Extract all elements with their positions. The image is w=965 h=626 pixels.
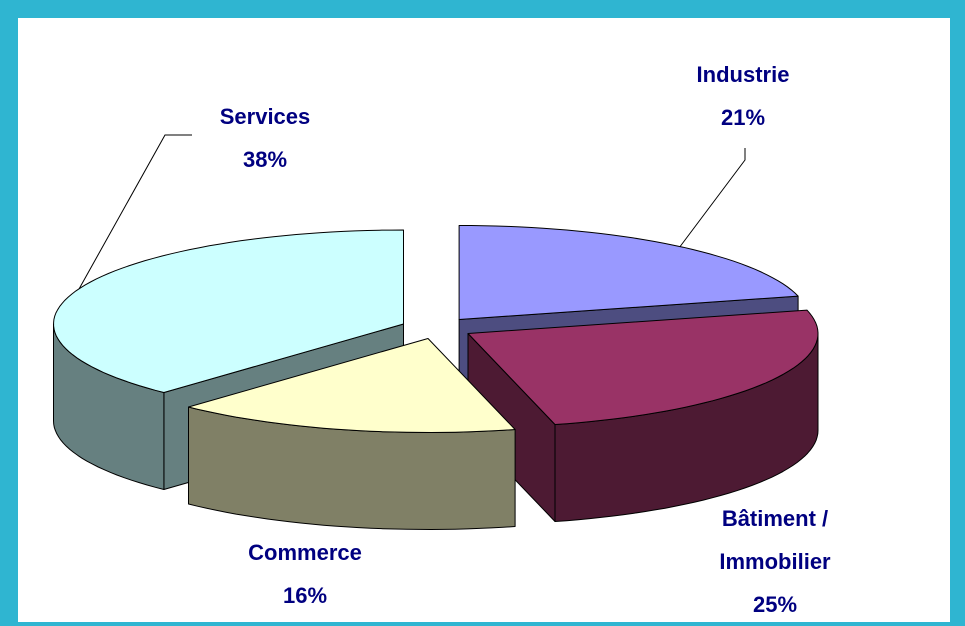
label-name: Services (219, 104, 311, 129)
slice (53, 229, 404, 393)
label-value: 38% (242, 147, 288, 172)
slice (458, 225, 799, 320)
leader-line (675, 148, 746, 253)
data-label: Services 38% (180, 95, 350, 181)
label-value: 25% (752, 592, 798, 617)
data-label: Industrie 21% (658, 53, 828, 139)
label-name: Commerce (248, 540, 362, 565)
label-name: Bâtiment / Immobilier (719, 506, 831, 574)
pie (53, 225, 819, 530)
data-label: Bâtiment / Immobilier 25% (690, 497, 860, 626)
data-label: Commerce 16% (220, 531, 390, 617)
slice (467, 309, 819, 425)
slice (188, 338, 516, 433)
leader-line (73, 134, 192, 299)
label-value: 16% (282, 583, 328, 608)
label-name: Industrie (696, 62, 790, 87)
label-value: 21% (720, 105, 766, 130)
